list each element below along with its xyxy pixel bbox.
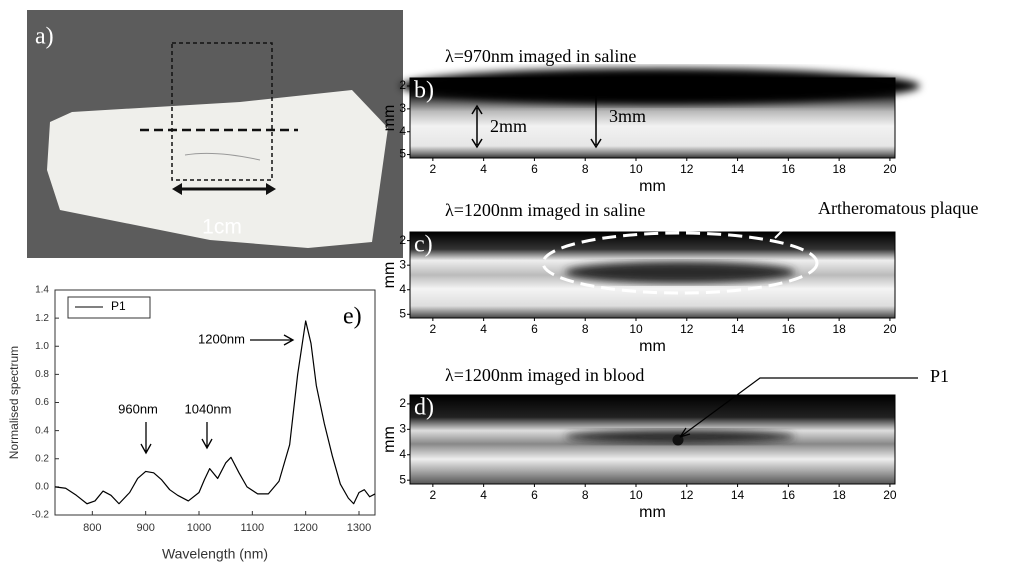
y-axis-label: mm xyxy=(381,105,398,132)
dark-top xyxy=(400,68,920,104)
y-tick-label: 0.4 xyxy=(35,425,49,436)
y-tick-label: 5 xyxy=(399,472,406,486)
x-tick-label: 12 xyxy=(680,162,694,176)
x-tick-label: 1300 xyxy=(347,522,371,534)
y-tick-label: 3 xyxy=(399,101,406,115)
x-tick-label: 10 xyxy=(629,322,643,336)
x-tick-label: 14 xyxy=(731,322,745,336)
x-tick-label: 14 xyxy=(731,162,745,176)
y-tick-label: 0.8 xyxy=(35,369,49,380)
panel-label: e) xyxy=(343,304,362,330)
panel-title: λ=970nm imaged in saline xyxy=(445,46,636,66)
x-tick-label: 4 xyxy=(480,488,487,502)
image-panel: λ=1200nm imaged in saline c) 2 3 4 5 2 4 6 8 10 12 1… xyxy=(381,200,897,355)
y-tick-label: 0.0 xyxy=(35,482,49,493)
x-axis-label: Wavelength (nm) xyxy=(162,546,268,562)
annotation: 2mm xyxy=(490,116,527,136)
y-tick-label: 2 xyxy=(399,78,406,92)
x-tick-label: 12 xyxy=(680,488,694,502)
y-axis-label: mm xyxy=(381,426,398,453)
x-tick-label: 2 xyxy=(430,488,437,502)
x-tick-label: 1100 xyxy=(241,522,265,534)
x-tick-label: 6 xyxy=(531,322,538,336)
x-tick-label: 20 xyxy=(883,488,897,502)
spectrum-chart: -0.2 0.0 0.2 0.4 0.6 0.8 1.0 1.2 1.4 800 900 1000 11… xyxy=(7,285,375,562)
image-panel: λ=1200nm imaged in blood d) 2 3 4 5 2 4 6 8 10 12 14… xyxy=(381,365,897,521)
x-axis-label: mm xyxy=(639,178,666,195)
x-tick-label: 20 xyxy=(883,162,897,176)
figure: 1cm a) λ=970nm imaged in saline b) 2 3 4 5 2 4 6… xyxy=(0,0,1034,564)
panel-label: b) xyxy=(414,78,434,104)
x-tick-label: 8 xyxy=(582,162,589,176)
y-tick-label: 0.2 xyxy=(35,453,49,464)
x-tick-label: 6 xyxy=(531,162,538,176)
image-panels: λ=970nm imaged in saline b) 2 3 4 5 2 4 6 8 10 12 14… xyxy=(381,46,978,521)
x-axis-label: mm xyxy=(639,504,666,521)
image-panel: λ=970nm imaged in saline b) 2 3 4 5 2 4 6 8 10 12 14… xyxy=(381,46,920,195)
x-tick-label: 4 xyxy=(480,162,487,176)
dark-lumen xyxy=(565,261,795,283)
x-tick-label: 4 xyxy=(480,322,487,336)
x-tick-label: 18 xyxy=(832,488,846,502)
arrow xyxy=(250,335,293,345)
panel-label: d) xyxy=(414,395,434,421)
y-tick-label: 0.6 xyxy=(35,397,49,408)
x-tick-label: 10 xyxy=(629,488,643,502)
x-tick-label: 1200 xyxy=(293,522,317,534)
panel-title: λ=1200nm imaged in blood xyxy=(445,365,644,385)
x-tick-label: 18 xyxy=(832,162,846,176)
x-tick-label: 8 xyxy=(582,322,589,336)
arrow xyxy=(202,422,212,448)
y-tick-label: 4 xyxy=(399,124,406,138)
y-tick-label: 4 xyxy=(399,447,406,461)
x-tick-label: 16 xyxy=(782,488,796,502)
y-tick-label: 2 xyxy=(399,233,406,247)
y-tick-label: 5 xyxy=(399,147,406,161)
y-tick-label: 3 xyxy=(399,422,406,436)
scale-label: 1cm xyxy=(202,216,242,239)
x-axis-label: mm xyxy=(639,338,666,355)
x-tick-label: 14 xyxy=(731,488,745,502)
legend-label: P1 xyxy=(111,299,126,313)
photo-panel: 1cm a) xyxy=(27,10,403,258)
x-tick-label: 800 xyxy=(83,522,101,534)
y-tick-label: -0.2 xyxy=(32,510,50,521)
x-tick-label: 18 xyxy=(832,322,846,336)
y-axis-label: mm xyxy=(381,262,398,289)
x-tick-label: 20 xyxy=(883,322,897,336)
x-tick-label: 10 xyxy=(629,162,643,176)
y-tick-label: 2 xyxy=(399,396,406,410)
annotation: 1040nm xyxy=(185,401,232,416)
panel-label: c) xyxy=(414,232,433,258)
annotation: P1 xyxy=(930,366,949,386)
panel-label: a) xyxy=(35,24,54,50)
annotation: Artheromatous plaque xyxy=(818,198,978,218)
x-tick-label: 900 xyxy=(136,522,154,534)
panel-title: λ=1200nm imaged in saline xyxy=(445,200,645,220)
arrow xyxy=(141,422,151,453)
annotation: 960nm xyxy=(118,401,158,416)
y-tick-label: 1.0 xyxy=(35,341,49,352)
y-tick-label: 1.4 xyxy=(35,285,49,296)
x-tick-label: 12 xyxy=(680,322,694,336)
annotation: 3mm xyxy=(609,106,646,126)
x-tick-label: 16 xyxy=(782,162,796,176)
x-tick-label: 6 xyxy=(531,488,538,502)
x-tick-label: 8 xyxy=(582,488,589,502)
x-tick-label: 16 xyxy=(782,322,796,336)
y-tick-label: 4 xyxy=(399,282,406,296)
x-tick-label: 2 xyxy=(430,162,437,176)
y-tick-label: 3 xyxy=(399,257,406,271)
y-tick-label: 5 xyxy=(399,306,406,320)
y-axis-label: Normalised spectrum xyxy=(7,346,21,459)
y-tick-label: 1.2 xyxy=(35,313,49,324)
annotation: 1200nm xyxy=(198,331,245,346)
x-tick-label: 1000 xyxy=(187,522,211,534)
x-tick-label: 2 xyxy=(430,322,437,336)
